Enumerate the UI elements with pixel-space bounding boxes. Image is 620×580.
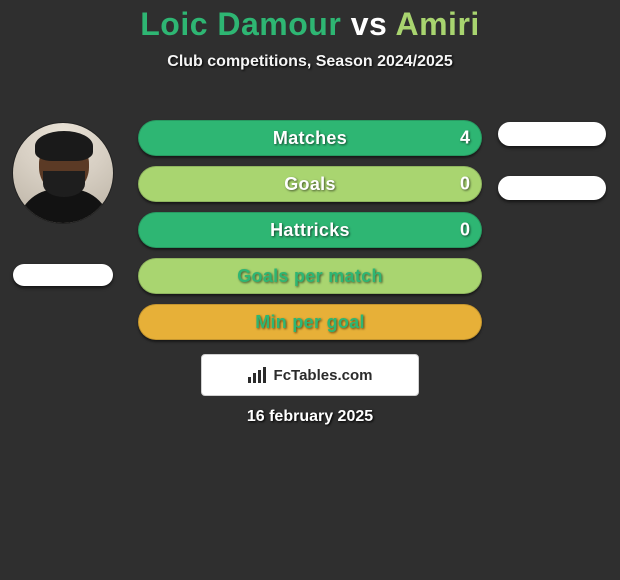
bars-icon — [248, 367, 268, 383]
player-left-avatar — [12, 122, 114, 224]
player-right-name-pill-2 — [498, 176, 606, 200]
title-vs: vs — [351, 6, 388, 42]
title-player1: Loic Damour — [140, 6, 341, 42]
player-left-name-pill — [13, 264, 113, 286]
stat-bar-label: Goals — [284, 174, 336, 195]
stat-bar-label: Goals per match — [237, 266, 383, 287]
stat-bar: Goals per match — [138, 258, 482, 294]
stat-bar: Hattricks 0 — [138, 212, 482, 248]
attribution-badge: FcTables.com — [201, 354, 419, 396]
comparison-title: Loic Damour vs Amiri — [0, 0, 620, 43]
title-player2: Amiri — [395, 6, 479, 42]
stat-bar: Goals 0 — [138, 166, 482, 202]
player-right-name-pill-1 — [498, 122, 606, 146]
stat-bar-left-value: 0 — [460, 220, 470, 241]
stat-bar: Min per goal — [138, 304, 482, 340]
stat-bar: Matches 4 — [138, 120, 482, 156]
date-label: 16 february 2025 — [0, 408, 620, 426]
subtitle: Club competitions, Season 2024/2025 — [0, 53, 620, 71]
stat-bar-left-value: 0 — [460, 174, 470, 195]
stat-bar-left-value: 4 — [460, 128, 470, 149]
stat-bars: Matches 4 Goals 0 Hattricks 0 Goals per match M… — [138, 120, 482, 350]
player-left — [8, 122, 118, 286]
stat-bar-label: Hattricks — [270, 220, 350, 241]
stat-bar-label: Matches — [273, 128, 347, 149]
stat-bar-label: Min per goal — [255, 312, 365, 333]
player-right — [492, 122, 612, 200]
attribution-text: FcTables.com — [274, 367, 373, 384]
